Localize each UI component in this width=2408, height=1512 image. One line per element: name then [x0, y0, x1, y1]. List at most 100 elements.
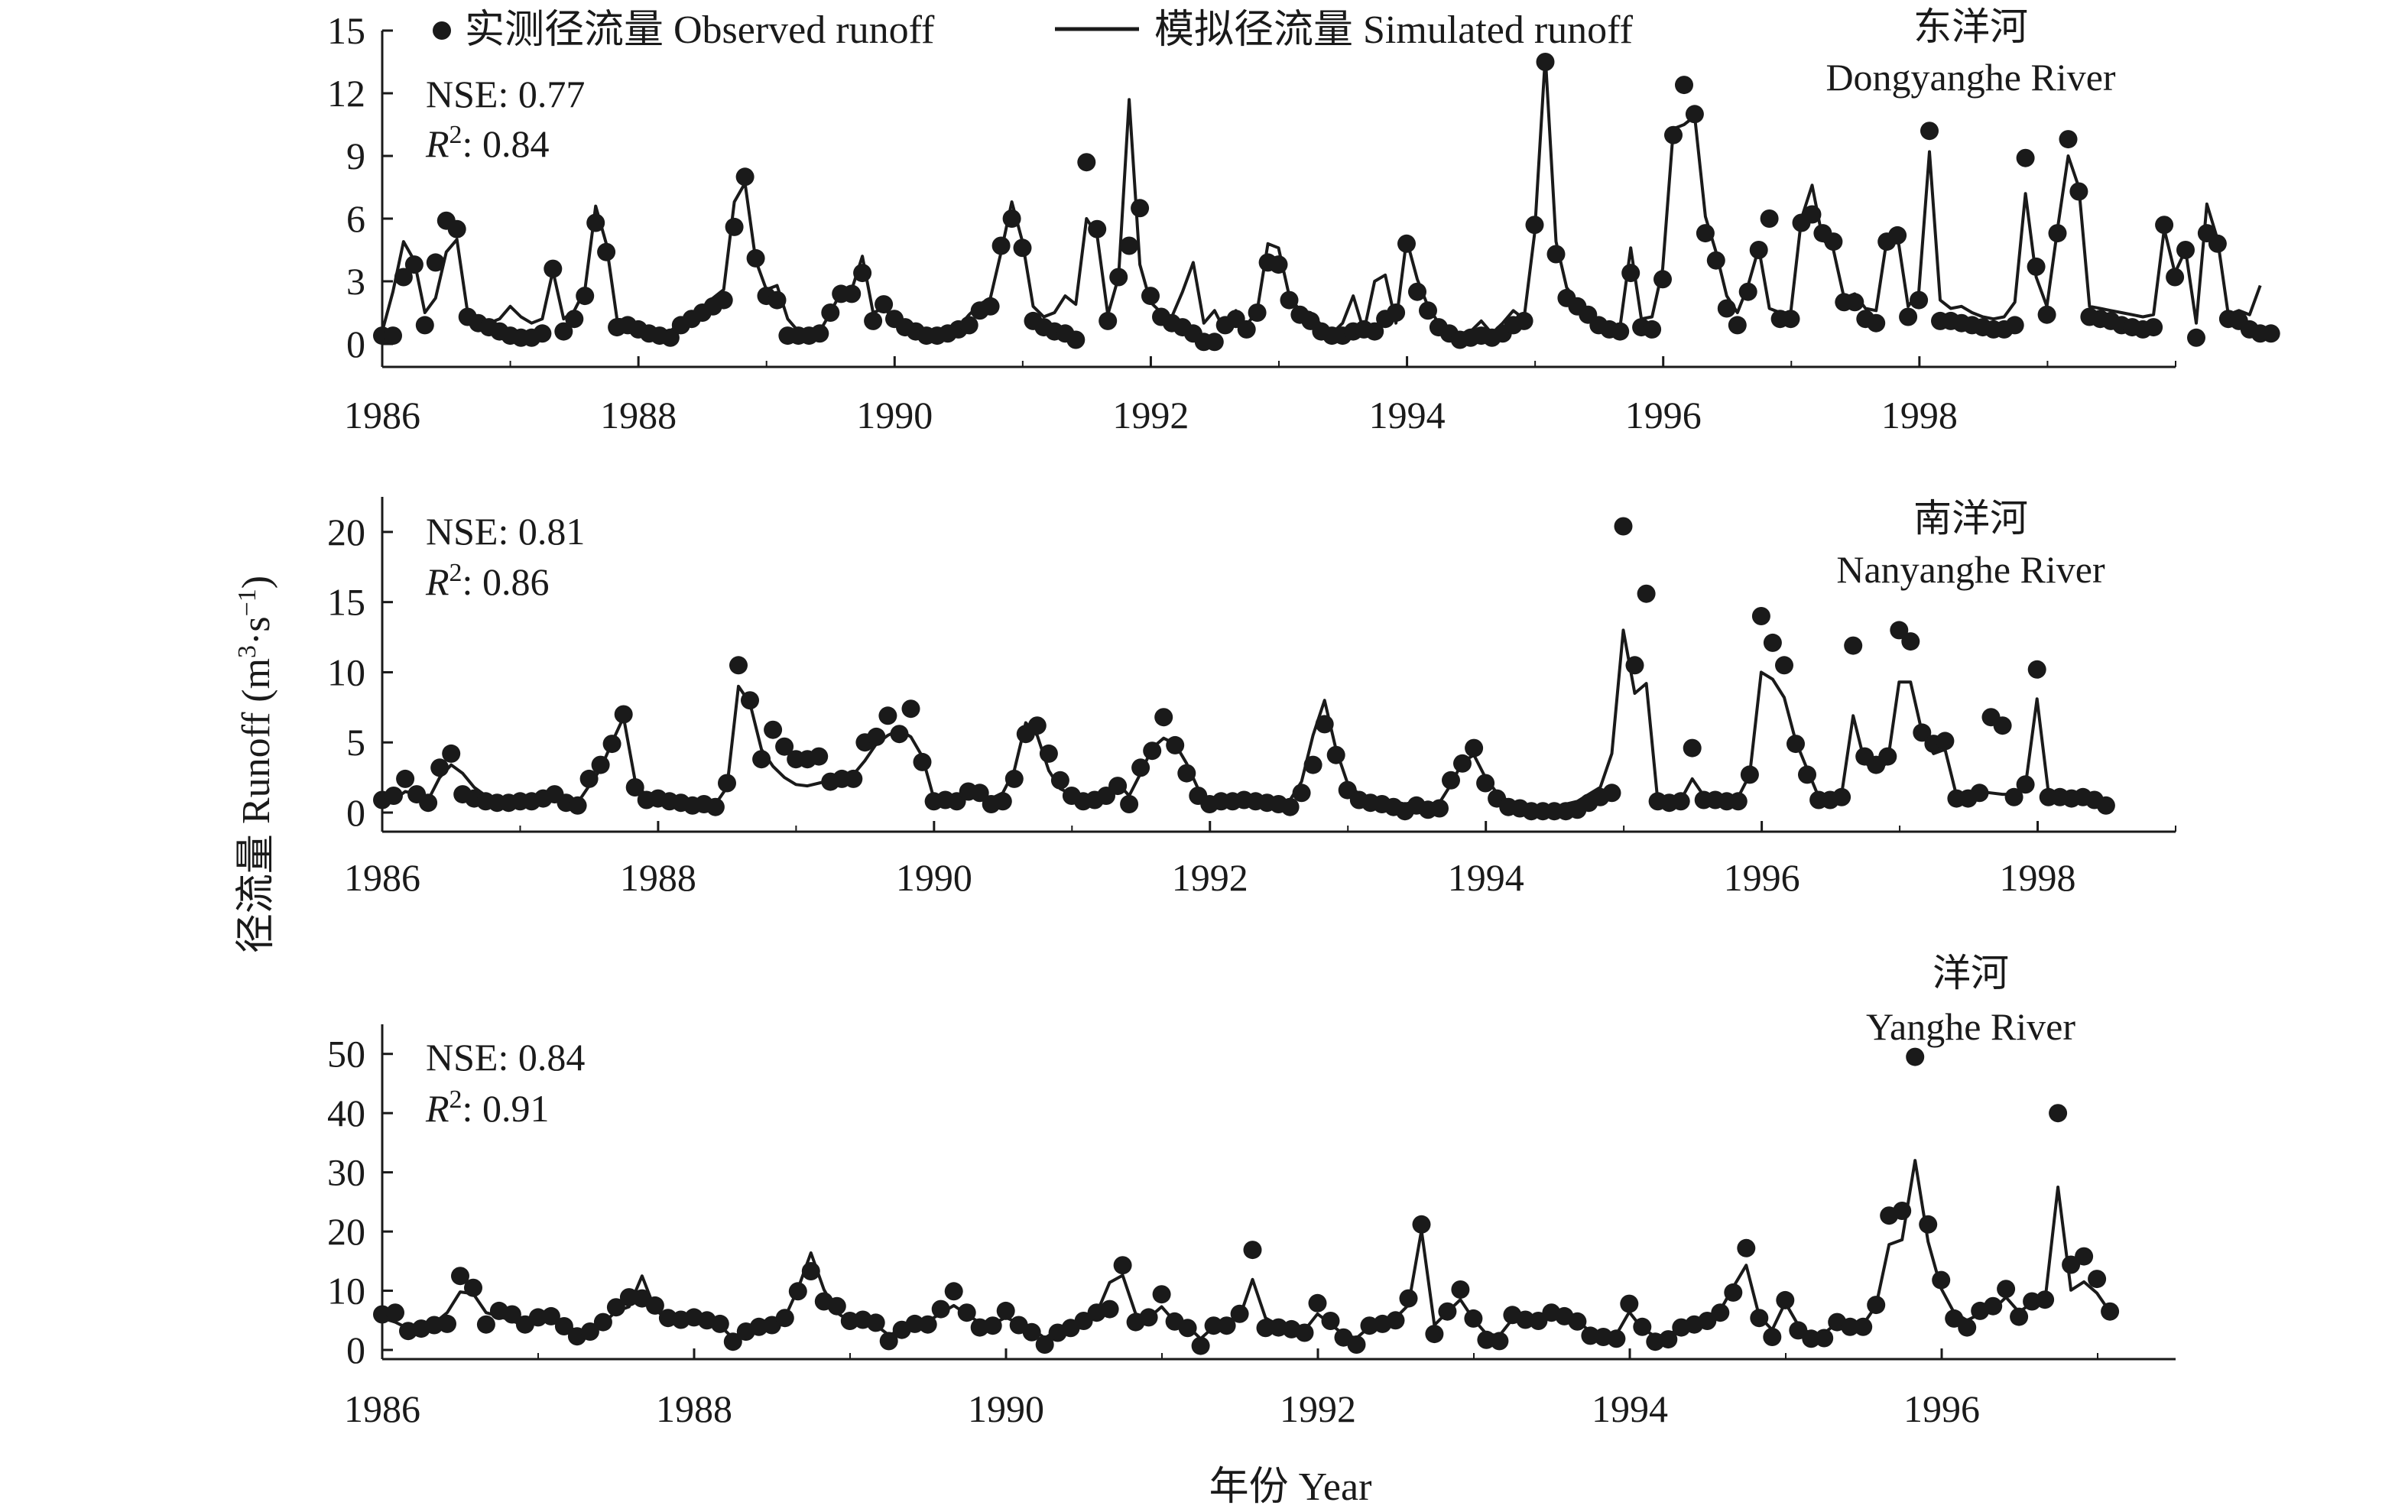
observed-runoff-point [775, 1309, 794, 1328]
observed-runoff-point [1625, 656, 1644, 675]
observed-runoff-point [1738, 282, 1757, 301]
x-tick-label: 1990 [968, 1387, 1044, 1430]
observed-runoff-point [2027, 257, 2046, 276]
observed-runoff-point [1442, 771, 1460, 790]
observed-runoff-point [2062, 1255, 2081, 1274]
observed-runoff-point [1204, 1316, 1223, 1335]
observed-runoff-point [602, 735, 621, 754]
y-axis-title: 径流量 Runoff (m3·s−1) [233, 576, 278, 953]
observed-runoff-point [447, 219, 466, 238]
observed-runoff-point [591, 755, 610, 774]
observed-runoff-point [2155, 216, 2174, 235]
observed-runoff-point [1845, 293, 1864, 312]
observed-runoff-point [1131, 199, 1150, 218]
legend-observed-label: 实测径流量 Observed runoff [465, 8, 935, 52]
observed-runoff-point [1728, 316, 1747, 335]
observed-runoff-point [764, 720, 783, 739]
observed-runoff-point [1205, 333, 1224, 352]
legend-observed-marker [433, 21, 451, 40]
observed-runoff-point [1308, 1293, 1327, 1312]
observed-runoff-point [1740, 765, 1759, 784]
observed-runoff-point [844, 769, 863, 788]
observed-runoff-point [2059, 130, 2078, 149]
observed-runoff-point [396, 769, 415, 788]
observed-runoff-point [565, 310, 584, 329]
observed-runoff-point [810, 747, 829, 766]
observed-runoff-point [386, 1303, 404, 1322]
observed-runoff-point [1815, 1329, 1834, 1348]
river-name-cn: 洋河 [1933, 952, 2009, 994]
observed-runoff-point [1536, 53, 1555, 71]
y-tick-label: 30 [327, 1151, 365, 1194]
observed-runoff-point [1243, 1241, 1262, 1260]
observed-runoff-point [867, 727, 886, 746]
observed-runoff-point [723, 1332, 742, 1351]
observed-runoff-point [606, 1298, 625, 1317]
observed-runoff-point [1906, 1047, 1925, 1066]
observed-runoff-point [2016, 775, 2035, 794]
observed-runoff-point [660, 328, 680, 347]
observed-runoff-point [1397, 234, 1416, 253]
observed-runoff-point [1910, 290, 1929, 310]
observed-runoff-point [2004, 787, 2023, 806]
x-tick-label: 1992 [1172, 856, 1248, 899]
observed-runoff-point [1387, 303, 1406, 322]
nse-label: NSE: 0.84 [426, 1036, 585, 1079]
observed-runoff-point [718, 774, 736, 793]
y-tick-label: 5 [346, 721, 365, 764]
observed-runoff-point [1958, 1318, 1977, 1337]
r2-label: R2: 0.84 [425, 121, 549, 165]
observed-runoff-point [890, 725, 909, 744]
observed-runoff-point [1321, 1312, 1340, 1330]
observed-runoff-point [554, 1317, 573, 1335]
observed-runoff-point [1465, 738, 1484, 758]
observed-runoff-point [593, 1312, 612, 1332]
y-tick-label: 0 [346, 323, 365, 365]
observed-runoff-point [1256, 1319, 1275, 1338]
observed-runoff-point [1633, 1317, 1652, 1336]
observed-runoff-point [1802, 1329, 1821, 1348]
y-tick-label: 3 [346, 260, 365, 303]
observed-runoff-point [710, 1314, 729, 1333]
observed-runoff-point [1166, 735, 1185, 754]
y-tick-label: 10 [327, 1270, 365, 1312]
observed-runoff-point [1525, 216, 1544, 235]
observed-runoff-point [419, 793, 438, 813]
observed-runoff-point [1113, 1256, 1132, 1275]
river-name-en: Dongyanghe River [1825, 56, 2115, 99]
observed-runoff-point [1546, 245, 1566, 264]
observed-runoff-point [1728, 792, 1748, 811]
observed-runoff-point [1993, 716, 2012, 735]
observed-runoff-point [1659, 1330, 1678, 1349]
observed-runoff-point [1295, 1323, 1314, 1342]
y-tick-label: 20 [327, 511, 365, 553]
observed-runoff-point [1675, 76, 1693, 95]
observed-runoff-point [2027, 660, 2046, 679]
observed-runoff-point [1230, 1304, 1249, 1323]
observed-runoff-point [821, 303, 840, 322]
observed-runoff-point [2075, 1247, 2094, 1266]
observed-runoff-point [394, 268, 413, 287]
observed-runoff-point [1913, 723, 1932, 742]
observed-runoff-point [1824, 232, 1843, 251]
observed-runoff-point [2049, 1104, 2068, 1123]
observed-runoff-point [579, 769, 599, 788]
observed-runoff-point [1637, 584, 1656, 603]
observed-runoff-point [1386, 1311, 1405, 1330]
observed-runoff-point [1920, 122, 1939, 141]
panel-yanghe: 1986 1988 1990 1992 1994 1996 0 10 20 30 40 50 NSE: … [327, 952, 2176, 1430]
x-tick-label: 1986 [344, 1387, 420, 1430]
observed-runoff-point [1901, 632, 1920, 651]
observed-runoff-point [1685, 105, 1704, 124]
observed-runoff-point [1430, 799, 1449, 818]
observed-runoff-point [1077, 153, 1096, 172]
observed-runoff-point [1664, 125, 1683, 144]
observed-runoff-point [1035, 1335, 1054, 1354]
y-tick-label: 9 [346, 135, 365, 177]
observed-runoff-point [1832, 787, 1851, 806]
observed-runoff-point [1514, 311, 1533, 330]
x-tick-label: 1996 [1903, 1387, 1980, 1430]
observed-runoff-point [1750, 1309, 1769, 1328]
x-tick-label: 1988 [620, 856, 696, 899]
observed-runoff-point [586, 213, 605, 232]
